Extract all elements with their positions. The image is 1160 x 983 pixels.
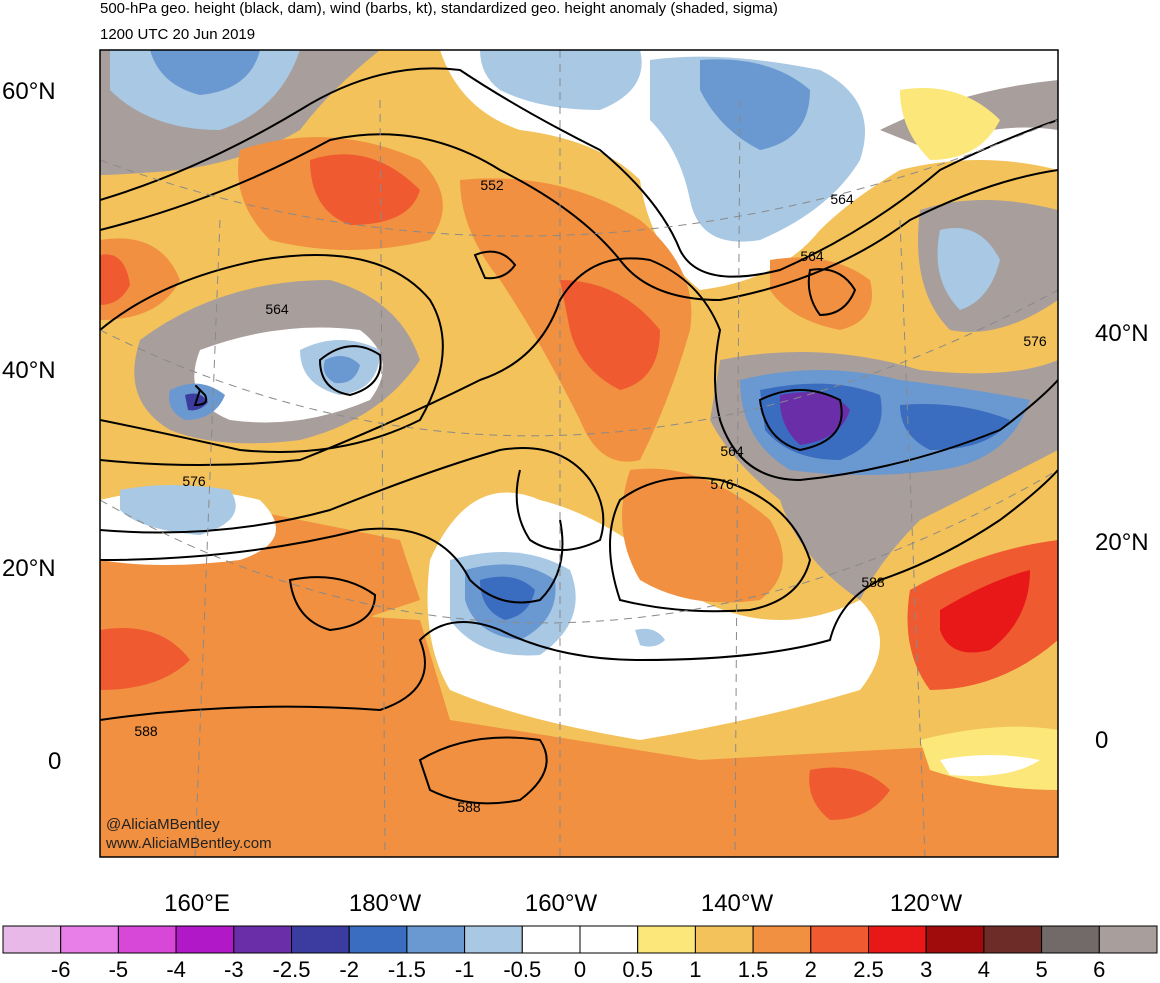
colorbar-swatch <box>1041 925 1100 954</box>
height-contour-label: 588 <box>134 723 158 739</box>
colorbar-tick-label: 5 <box>1035 957 1048 982</box>
colorbar-swatch <box>925 925 985 954</box>
colorbar-swatch <box>233 925 293 954</box>
colorbar-tick-label: 0 <box>573 957 587 982</box>
colorbar-tick-label: -3 <box>224 957 244 982</box>
height-contour-label: 588 <box>457 799 481 815</box>
height-contour-label: 576 <box>1023 333 1047 349</box>
colorbar-swatch <box>117 925 177 954</box>
anomaly-shading <box>100 50 1058 857</box>
height-contour-label: 576 <box>182 473 206 489</box>
colorbar-swatch <box>983 925 1043 954</box>
plot-frame <box>99 49 1059 858</box>
colorbar-swatch <box>752 925 812 954</box>
map-plot: 564 552 564 564 576 576 564 576 588 588 588 <box>99 49 1059 858</box>
lat-label-right-40: 40°N <box>1095 320 1149 347</box>
colorbar-tick-label: 1 <box>689 957 702 982</box>
colorbar-swatch <box>406 925 466 954</box>
credit-handle: @AliciaMBentley <box>106 816 220 833</box>
colorbar-swatch <box>637 925 696 954</box>
lat-label-left-20: 20°N <box>2 555 56 582</box>
height-contour-label: 564 <box>265 301 289 317</box>
height-contour-label: 588 <box>861 574 885 590</box>
colorbar-tick-label: -6 <box>50 957 71 982</box>
colorbar-swatch <box>694 925 754 954</box>
graticule <box>100 50 1058 857</box>
colorbar-tick-label: -2 <box>339 957 359 982</box>
colorbar-tick-label: 3 <box>920 957 933 982</box>
height-contour-label: 552 <box>480 177 504 193</box>
height-contour-label: 564 <box>800 248 824 264</box>
colorbar-swatch <box>2 925 62 954</box>
colorbar-swatch <box>175 925 235 954</box>
lat-label-left-60: 60°N <box>2 78 56 105</box>
height-contour-label: 564 <box>830 191 854 207</box>
lon-label-140w: 140°W <box>700 890 774 917</box>
chart-timestamp: 1200 UTC 20 Jun 2019 <box>100 26 256 43</box>
colorbar-swatch <box>464 925 523 954</box>
colorbar-tick-label: -2.5 <box>272 957 311 982</box>
colorbar-tick-label: -0.5 <box>503 957 542 982</box>
lat-label-right-0: 0 <box>1095 727 1109 754</box>
colorbar-tick-label: 2.5 <box>853 957 884 982</box>
colorbar-tick-label: 4 <box>977 957 991 982</box>
colorbar-swatch <box>348 925 408 954</box>
colorbar-swatch <box>60 925 119 954</box>
chart-title: 500-hPa geo. height (black, dam), wind (… <box>100 0 778 17</box>
height-contours <box>100 67 1058 805</box>
colorbar-tick-label: 0.5 <box>622 957 653 982</box>
colorbar-tick-label: 1.5 <box>737 957 769 982</box>
lat-label-left-0: 0 <box>48 748 62 775</box>
colorbar-tick-label: -1.5 <box>387 957 426 982</box>
colorbar-swatch <box>810 925 869 954</box>
colorbar-swatch <box>291 925 350 954</box>
colorbar-tick-label: 6 <box>1093 957 1106 982</box>
height-contour-label: 564 <box>720 443 744 459</box>
colorbar <box>2 925 1158 954</box>
credit-site: www.AliciaMBentley.com <box>106 835 272 852</box>
colorbar-tick-label: -1 <box>454 957 475 982</box>
colorbar-tick-label: -4 <box>166 957 186 982</box>
lon-label-160w: 160°W <box>524 890 598 917</box>
lon-label-120w: 120°W <box>889 890 963 917</box>
colorbar-tick-label: -5 <box>108 957 129 982</box>
colorbar-swatch <box>1098 925 1158 954</box>
lat-label-left-40: 40°N <box>2 357 56 384</box>
colorbar-swatch <box>579 925 639 954</box>
height-contour-label: 576 <box>710 476 734 492</box>
lat-label-right-20: 20°N <box>1095 529 1149 556</box>
colorbar-tick-label: 2 <box>804 957 817 982</box>
colorbar-swatch <box>868 925 927 954</box>
colorbar-swatch <box>521 925 581 954</box>
lon-label-180w: 180°W <box>348 890 422 917</box>
lon-label-160e: 160°E <box>164 890 230 917</box>
